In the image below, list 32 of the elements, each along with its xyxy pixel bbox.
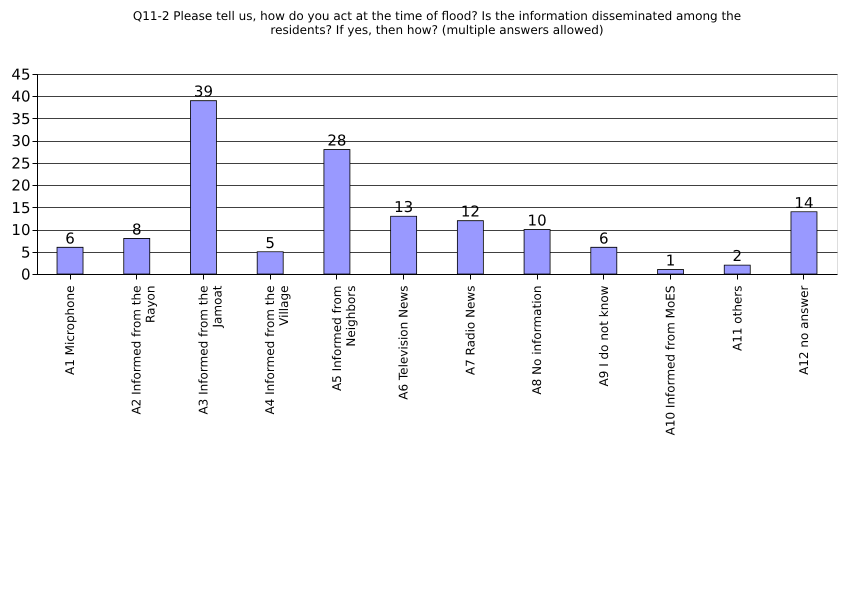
- data-label: 10: [528, 212, 547, 230]
- y-tick-label: 30: [11, 132, 30, 150]
- y-tick-label: 35: [11, 110, 30, 128]
- x-tick-label: A8 No information: [530, 286, 544, 395]
- data-label: 6: [599, 229, 609, 248]
- data-label: 5: [265, 234, 275, 252]
- data-label: 2: [732, 247, 742, 266]
- x-tick-label: A2 Informed from the Rayon: [130, 286, 158, 415]
- x-tick-label: A5 Informed from Neighbors: [330, 286, 358, 392]
- chart-title: Q11-2 Please tell us, how do you act at the time of flood? Is the information disseminated among the residents? If yes, then how? (multiple answers allowed): [132, 9, 742, 37]
- x-tick-label: A6 Television News: [396, 286, 411, 400]
- x-tick-label: A3 Informed from the Jamoat: [196, 285, 224, 415]
- y-tick-label: 25: [11, 154, 30, 172]
- y-tick-label: 10: [11, 221, 30, 240]
- y-tick-label: 0: [20, 266, 30, 284]
- x-tick-label: A12 no answer: [796, 285, 811, 375]
- data-label: 14: [794, 194, 814, 212]
- data-label: 6: [65, 229, 75, 248]
- y-tick-label: 40: [11, 88, 30, 106]
- y-tick-label: 45: [11, 66, 30, 84]
- x-tick-label: A9 I do not know: [596, 285, 611, 386]
- data-label: 39: [194, 82, 214, 101]
- x-tick-label: A7 Radio News: [463, 286, 478, 376]
- data-label: 1: [666, 252, 676, 270]
- x-tick-label: A11 others: [730, 286, 744, 352]
- y-tick-label: 5: [20, 243, 30, 262]
- y-tick-label: 20: [11, 176, 30, 195]
- data-label: 12: [460, 202, 480, 221]
- x-tick-label: A4 Informed from the Village: [263, 286, 292, 415]
- x-tick-label: A10 Informed from MoES: [664, 286, 678, 436]
- y-tick-label: 15: [11, 198, 30, 217]
- x-tick-label: A1 Microphone: [63, 286, 78, 376]
